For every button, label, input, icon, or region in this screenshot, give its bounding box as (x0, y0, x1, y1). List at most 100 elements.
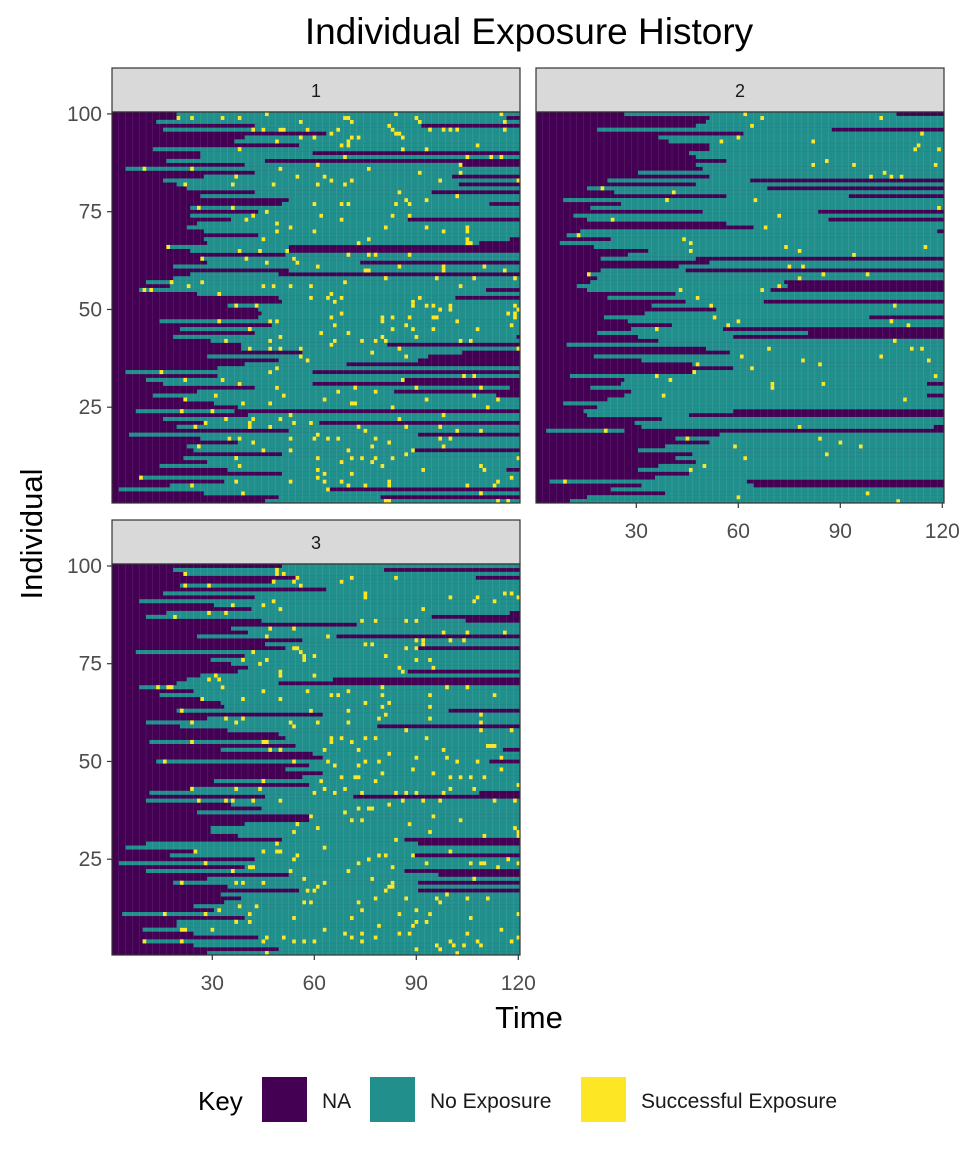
success-cell (261, 127, 266, 132)
success-cell (322, 747, 327, 752)
exposure-segment (607, 295, 944, 300)
success-cell (377, 716, 381, 721)
success-cell (305, 689, 310, 694)
success-cell (333, 790, 337, 795)
success-cell (288, 720, 293, 725)
success-cell (465, 896, 470, 901)
success-cell (401, 669, 405, 674)
success-cell (496, 479, 500, 484)
success-cell (292, 724, 296, 729)
exposure-segment (621, 201, 944, 206)
success-cell (380, 315, 385, 320)
success-cell (448, 595, 453, 600)
success-cell (288, 436, 293, 441)
success-cell (825, 158, 829, 163)
success-cell (475, 143, 480, 148)
success-cell (244, 256, 249, 261)
success-cell (509, 323, 514, 328)
success-cell (455, 319, 459, 324)
exposure-segment (288, 872, 439, 877)
exposure-segment (214, 603, 520, 608)
exposure-segment (566, 342, 944, 347)
success-cell (163, 759, 167, 764)
success-cell (438, 798, 442, 803)
panel-border (111, 563, 521, 956)
success-cell (329, 131, 334, 136)
success-cell (390, 865, 395, 870)
success-cell (237, 463, 242, 468)
success-cell (465, 685, 470, 690)
success-cell (407, 252, 412, 257)
exposure-segment (729, 350, 944, 355)
success-cell (231, 868, 235, 874)
success-cell (414, 334, 419, 339)
exposure-segment (224, 900, 520, 905)
exposure-segment (176, 923, 520, 928)
exposure-segment (312, 751, 520, 756)
success-cell (401, 135, 405, 140)
exposure-segment (193, 689, 520, 694)
success-cell (227, 436, 232, 441)
success-cell (448, 939, 453, 944)
success-cell (329, 736, 334, 741)
success-cell (350, 135, 354, 140)
success-cell (387, 700, 391, 705)
success-cell (937, 205, 941, 210)
success-cell (421, 642, 425, 647)
exposure-segment (288, 428, 520, 433)
exposure-segment (288, 268, 520, 273)
exposure-segment (695, 123, 944, 128)
success-cell (927, 358, 931, 363)
y-tick-label: 75 (79, 201, 102, 224)
success-cell (445, 755, 449, 760)
exposure-segment (214, 779, 520, 784)
success-cell (893, 303, 897, 308)
success-cell (689, 248, 693, 253)
exposure-segment (244, 865, 520, 870)
success-cell (142, 166, 147, 171)
success-cell (411, 448, 415, 453)
success-cell (407, 213, 412, 218)
exposure-segment (285, 646, 418, 651)
exposure-segment (648, 248, 944, 253)
success-cell (503, 268, 507, 273)
success-cell (462, 638, 466, 643)
success-cell (370, 806, 374, 811)
success-cell (509, 939, 514, 944)
success-cell (346, 483, 351, 488)
exposure-segment (231, 217, 408, 222)
success-cell (610, 217, 615, 222)
exposure-segment (258, 307, 520, 312)
success-cell (411, 303, 415, 308)
exposure-segment (309, 782, 520, 788)
exposure-segment (207, 459, 520, 465)
exposure-segment (587, 272, 944, 277)
success-cell (482, 264, 487, 269)
success-cell (353, 385, 357, 390)
success-cell (268, 346, 272, 351)
success-cell (516, 178, 521, 183)
success-cell (469, 775, 473, 780)
success-cell (251, 440, 255, 445)
success-cell (234, 174, 238, 179)
exposure-segment (271, 579, 520, 584)
success-cell (312, 939, 317, 944)
success-cell (469, 915, 473, 920)
exposure-segment (282, 201, 490, 206)
exposure-segment (173, 264, 520, 269)
exposure-segment (610, 237, 944, 242)
success-cell (251, 416, 255, 422)
success-cell (183, 583, 187, 588)
success-cell (394, 790, 398, 795)
exposure-segment (244, 135, 520, 140)
exposure-segment (587, 495, 944, 500)
success-cell (469, 861, 473, 866)
success-cell (390, 880, 395, 885)
success-cell (288, 448, 293, 453)
success-cell (431, 665, 436, 670)
success-cell (655, 373, 659, 379)
success-cell (217, 291, 221, 296)
exposure-segment (285, 736, 520, 741)
exposure-segment (607, 178, 751, 183)
exposure-segment (227, 303, 520, 308)
